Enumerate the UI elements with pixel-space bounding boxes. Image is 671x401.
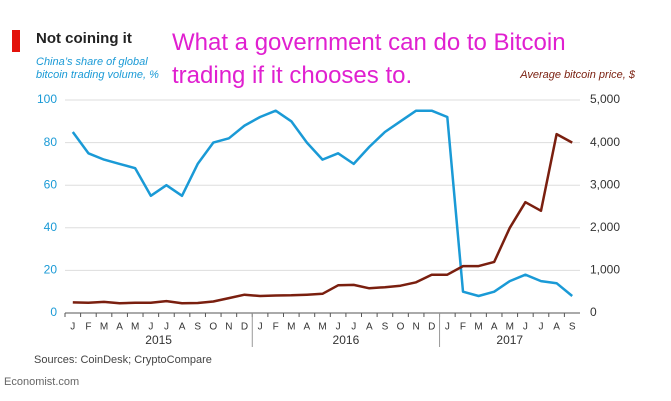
x-tick-label: J: [336, 322, 341, 333]
x-tick-label: M: [474, 322, 482, 333]
x-tick-label: S: [382, 322, 389, 333]
y-tick-label: 60: [44, 177, 58, 191]
y-tick-label: 0: [50, 305, 57, 319]
y2-tick-label: 1,000: [590, 263, 620, 277]
x-tick-label: A: [179, 322, 186, 333]
x-tick-label: O: [209, 322, 217, 333]
x-tick-label: J: [164, 322, 169, 333]
x-tick-label: M: [131, 322, 139, 333]
series-line: [72, 132, 573, 305]
x-tick-label: N: [225, 322, 232, 333]
year-label: 2017: [496, 333, 523, 347]
x-tick-label: D: [241, 322, 248, 333]
x-tick-label: F: [460, 322, 466, 333]
right-axis-label: Average bitcoin price, $: [520, 69, 635, 81]
year-label: 2015: [145, 333, 172, 347]
x-tick-label: J: [445, 322, 450, 333]
x-tick-label: M: [100, 322, 108, 333]
x-tick-label: M: [287, 322, 295, 333]
x-tick-label: J: [258, 322, 263, 333]
x-tick-label: M: [506, 322, 514, 333]
y2-tick-label: 5,000: [590, 92, 620, 106]
y2-tick-label: 0: [590, 305, 597, 319]
series-line: [71, 109, 573, 298]
x-tick-label: A: [304, 322, 311, 333]
x-tick-label: N: [413, 322, 420, 333]
left-axis-label: China’s share of global bitcoin trading …: [36, 56, 159, 81]
x-tick-label: A: [116, 322, 123, 333]
y2-tick-label: 3,000: [590, 177, 620, 191]
x-tick-label: A: [366, 322, 373, 333]
x-tick-label: O: [397, 322, 405, 333]
x-tick-label: J: [523, 322, 528, 333]
y-tick-label: 100: [37, 92, 57, 106]
y-tick-label: 20: [44, 263, 58, 277]
brand-bar: [12, 30, 20, 52]
x-tick-label: F: [273, 322, 279, 333]
x-tick-label: J: [351, 322, 356, 333]
x-tick-label: A: [553, 322, 560, 333]
source: Sources: CoinDesk; CryptoCompare: [34, 354, 212, 366]
x-tick-label: S: [194, 322, 201, 333]
x-tick-label: A: [491, 322, 498, 333]
year-label: 2016: [333, 333, 360, 347]
x-tick-label: M: [318, 322, 326, 333]
x-tick-label: J: [148, 322, 153, 333]
footer: Economist.com: [4, 376, 80, 388]
y2-tick-label: 2,000: [590, 220, 620, 234]
x-tick-label: S: [569, 322, 576, 333]
y-tick-label: 80: [44, 135, 58, 149]
x-tick-label: D: [428, 322, 435, 333]
y2-tick-label: 4,000: [590, 135, 620, 149]
x-tick-label: J: [538, 322, 543, 333]
annotation: What a government can do to Bitcoin trad…: [172, 29, 566, 89]
chart-title: Not coining it: [36, 30, 132, 47]
x-tick-label: J: [70, 322, 75, 333]
y-tick-label: 40: [44, 220, 58, 234]
x-tick-label: F: [85, 322, 91, 333]
